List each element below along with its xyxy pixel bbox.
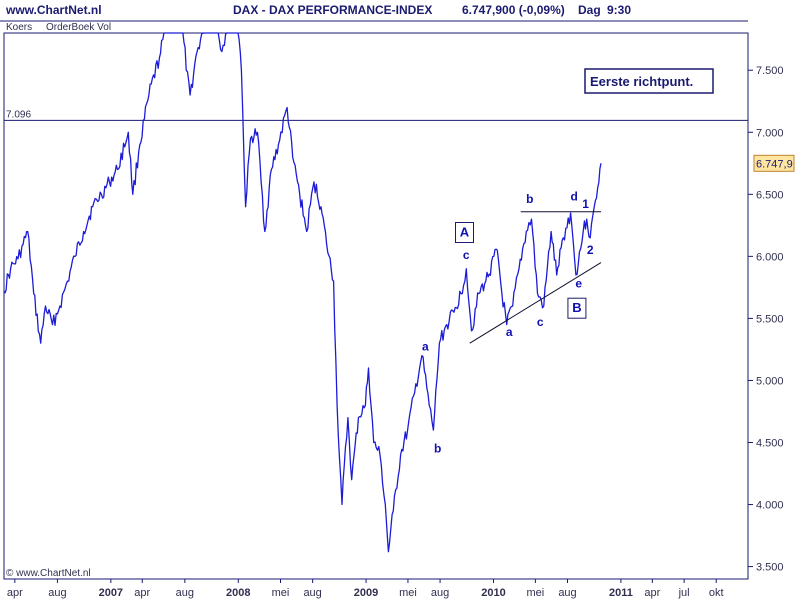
time-label: 9:30 (607, 3, 631, 17)
index-title: DAX - DAX PERFORMANCE-INDEX (233, 3, 432, 17)
note-box (584, 68, 714, 94)
wave-label: a (506, 325, 513, 339)
x-tick-label: okt (709, 587, 724, 599)
x-tick-label: apr (7, 587, 23, 599)
x-tick-label: aug (48, 587, 66, 599)
watermark: © www.ChartNet.nl (6, 568, 91, 579)
wave-label-box (455, 222, 475, 244)
x-tick-label: apr (644, 587, 660, 599)
last-price-tag: 6.747,9 (753, 154, 795, 172)
wave-label: B (572, 300, 581, 315)
y-tick-label: 5.500 (756, 313, 784, 325)
wave-label: d (570, 190, 577, 204)
x-tick-label: mei (399, 587, 417, 599)
orderboek-tab[interactable]: OrderBoek Vol (46, 22, 111, 33)
y-tick-label: 4.000 (756, 500, 784, 512)
y-tick-label: 3.500 (756, 562, 784, 574)
wave-label: a (422, 340, 429, 354)
x-tick-label: aug (303, 587, 321, 599)
x-tick-label: 2011 (609, 587, 633, 599)
x-tick-label: jul (678, 587, 690, 599)
wave-label: c (463, 248, 470, 262)
x-tick-label: apr (134, 587, 150, 599)
y-tick-label: 5.000 (756, 375, 784, 387)
x-tick-label: 2009 (354, 587, 378, 599)
koers-tab[interactable]: Koers (6, 22, 32, 33)
y-tick-label: 4.500 (756, 438, 784, 450)
y-tick-label: 7.500 (756, 65, 784, 77)
x-tick-label: 2007 (99, 587, 123, 599)
y-tick-label: 7.000 (756, 127, 784, 139)
wave-label: 2 (587, 243, 594, 257)
x-tick-label: mei (527, 587, 545, 599)
trendline (469, 262, 602, 344)
x-tick-label: aug (558, 587, 576, 599)
x-tick-label: mei (272, 587, 290, 599)
plot-frame (3, 32, 749, 580)
index-quote: 6.747,900 (-0,09%) (462, 3, 565, 17)
x-tick-label: aug (431, 587, 449, 599)
dax-price-line (3, 32, 602, 553)
x-tick-label: 2008 (226, 587, 250, 599)
last-price-value: 6.747,9 (756, 158, 793, 170)
y-tick-label: 6.000 (756, 251, 784, 263)
period-label: Dag (578, 3, 601, 17)
wave-label: b (434, 441, 441, 455)
note-text: Eerste richtpunt. (590, 74, 693, 89)
wave-label: b (526, 192, 533, 206)
wave-label: e (575, 276, 582, 290)
y-tick-label: 6.500 (756, 189, 784, 201)
wave-label: c (537, 315, 544, 329)
x-tick-label: aug (176, 587, 194, 599)
x-tick-label: 2010 (481, 587, 505, 599)
wave-label-box (567, 297, 587, 319)
wave-label: 1 (582, 197, 589, 211)
site-name[interactable]: www.ChartNet.nl (5, 3, 102, 17)
wave-label: A (460, 225, 470, 240)
reference-line-label: 7.096 (6, 109, 31, 120)
